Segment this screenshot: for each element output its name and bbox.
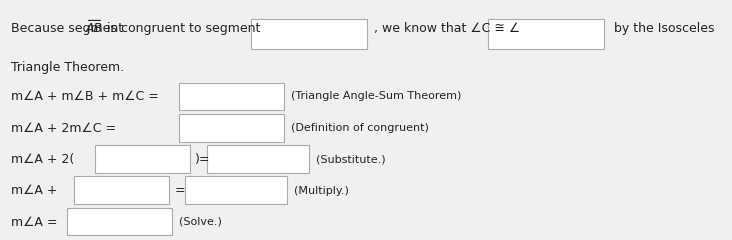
Text: , we know that ∠C ≅ ∠: , we know that ∠C ≅ ∠	[374, 22, 520, 35]
Text: =: =	[174, 184, 184, 197]
FancyBboxPatch shape	[67, 208, 172, 235]
FancyBboxPatch shape	[179, 83, 285, 110]
Text: (Multiply.): (Multiply.)	[294, 186, 348, 196]
Text: Because segment: Because segment	[10, 22, 127, 35]
FancyBboxPatch shape	[207, 145, 309, 173]
FancyBboxPatch shape	[74, 176, 168, 204]
Text: is congruent to segment: is congruent to segment	[103, 22, 261, 35]
Text: (Definition of congruent): (Definition of congruent)	[291, 123, 430, 133]
FancyBboxPatch shape	[252, 19, 367, 49]
FancyBboxPatch shape	[184, 176, 286, 204]
FancyBboxPatch shape	[179, 114, 285, 142]
FancyBboxPatch shape	[488, 19, 604, 49]
Text: by the Isosceles: by the Isosceles	[610, 22, 714, 35]
Text: m∠A +: m∠A +	[10, 184, 57, 197]
Text: Triangle Theorem.: Triangle Theorem.	[10, 61, 124, 74]
Text: (Solve.): (Solve.)	[179, 217, 222, 227]
Text: )=: )=	[195, 153, 211, 166]
Text: (Triangle Angle-Sum Theorem): (Triangle Angle-Sum Theorem)	[291, 91, 462, 101]
Text: m∠A + 2(: m∠A + 2(	[10, 153, 74, 166]
Text: AB: AB	[86, 22, 102, 35]
Text: (Substitute.): (Substitute.)	[316, 155, 386, 165]
Text: m∠A + m∠B + m∠C =: m∠A + m∠B + m∠C =	[10, 90, 158, 102]
Text: m∠A + 2m∠C =: m∠A + 2m∠C =	[10, 122, 116, 135]
FancyBboxPatch shape	[95, 145, 190, 173]
Text: m∠A =: m∠A =	[10, 216, 57, 228]
